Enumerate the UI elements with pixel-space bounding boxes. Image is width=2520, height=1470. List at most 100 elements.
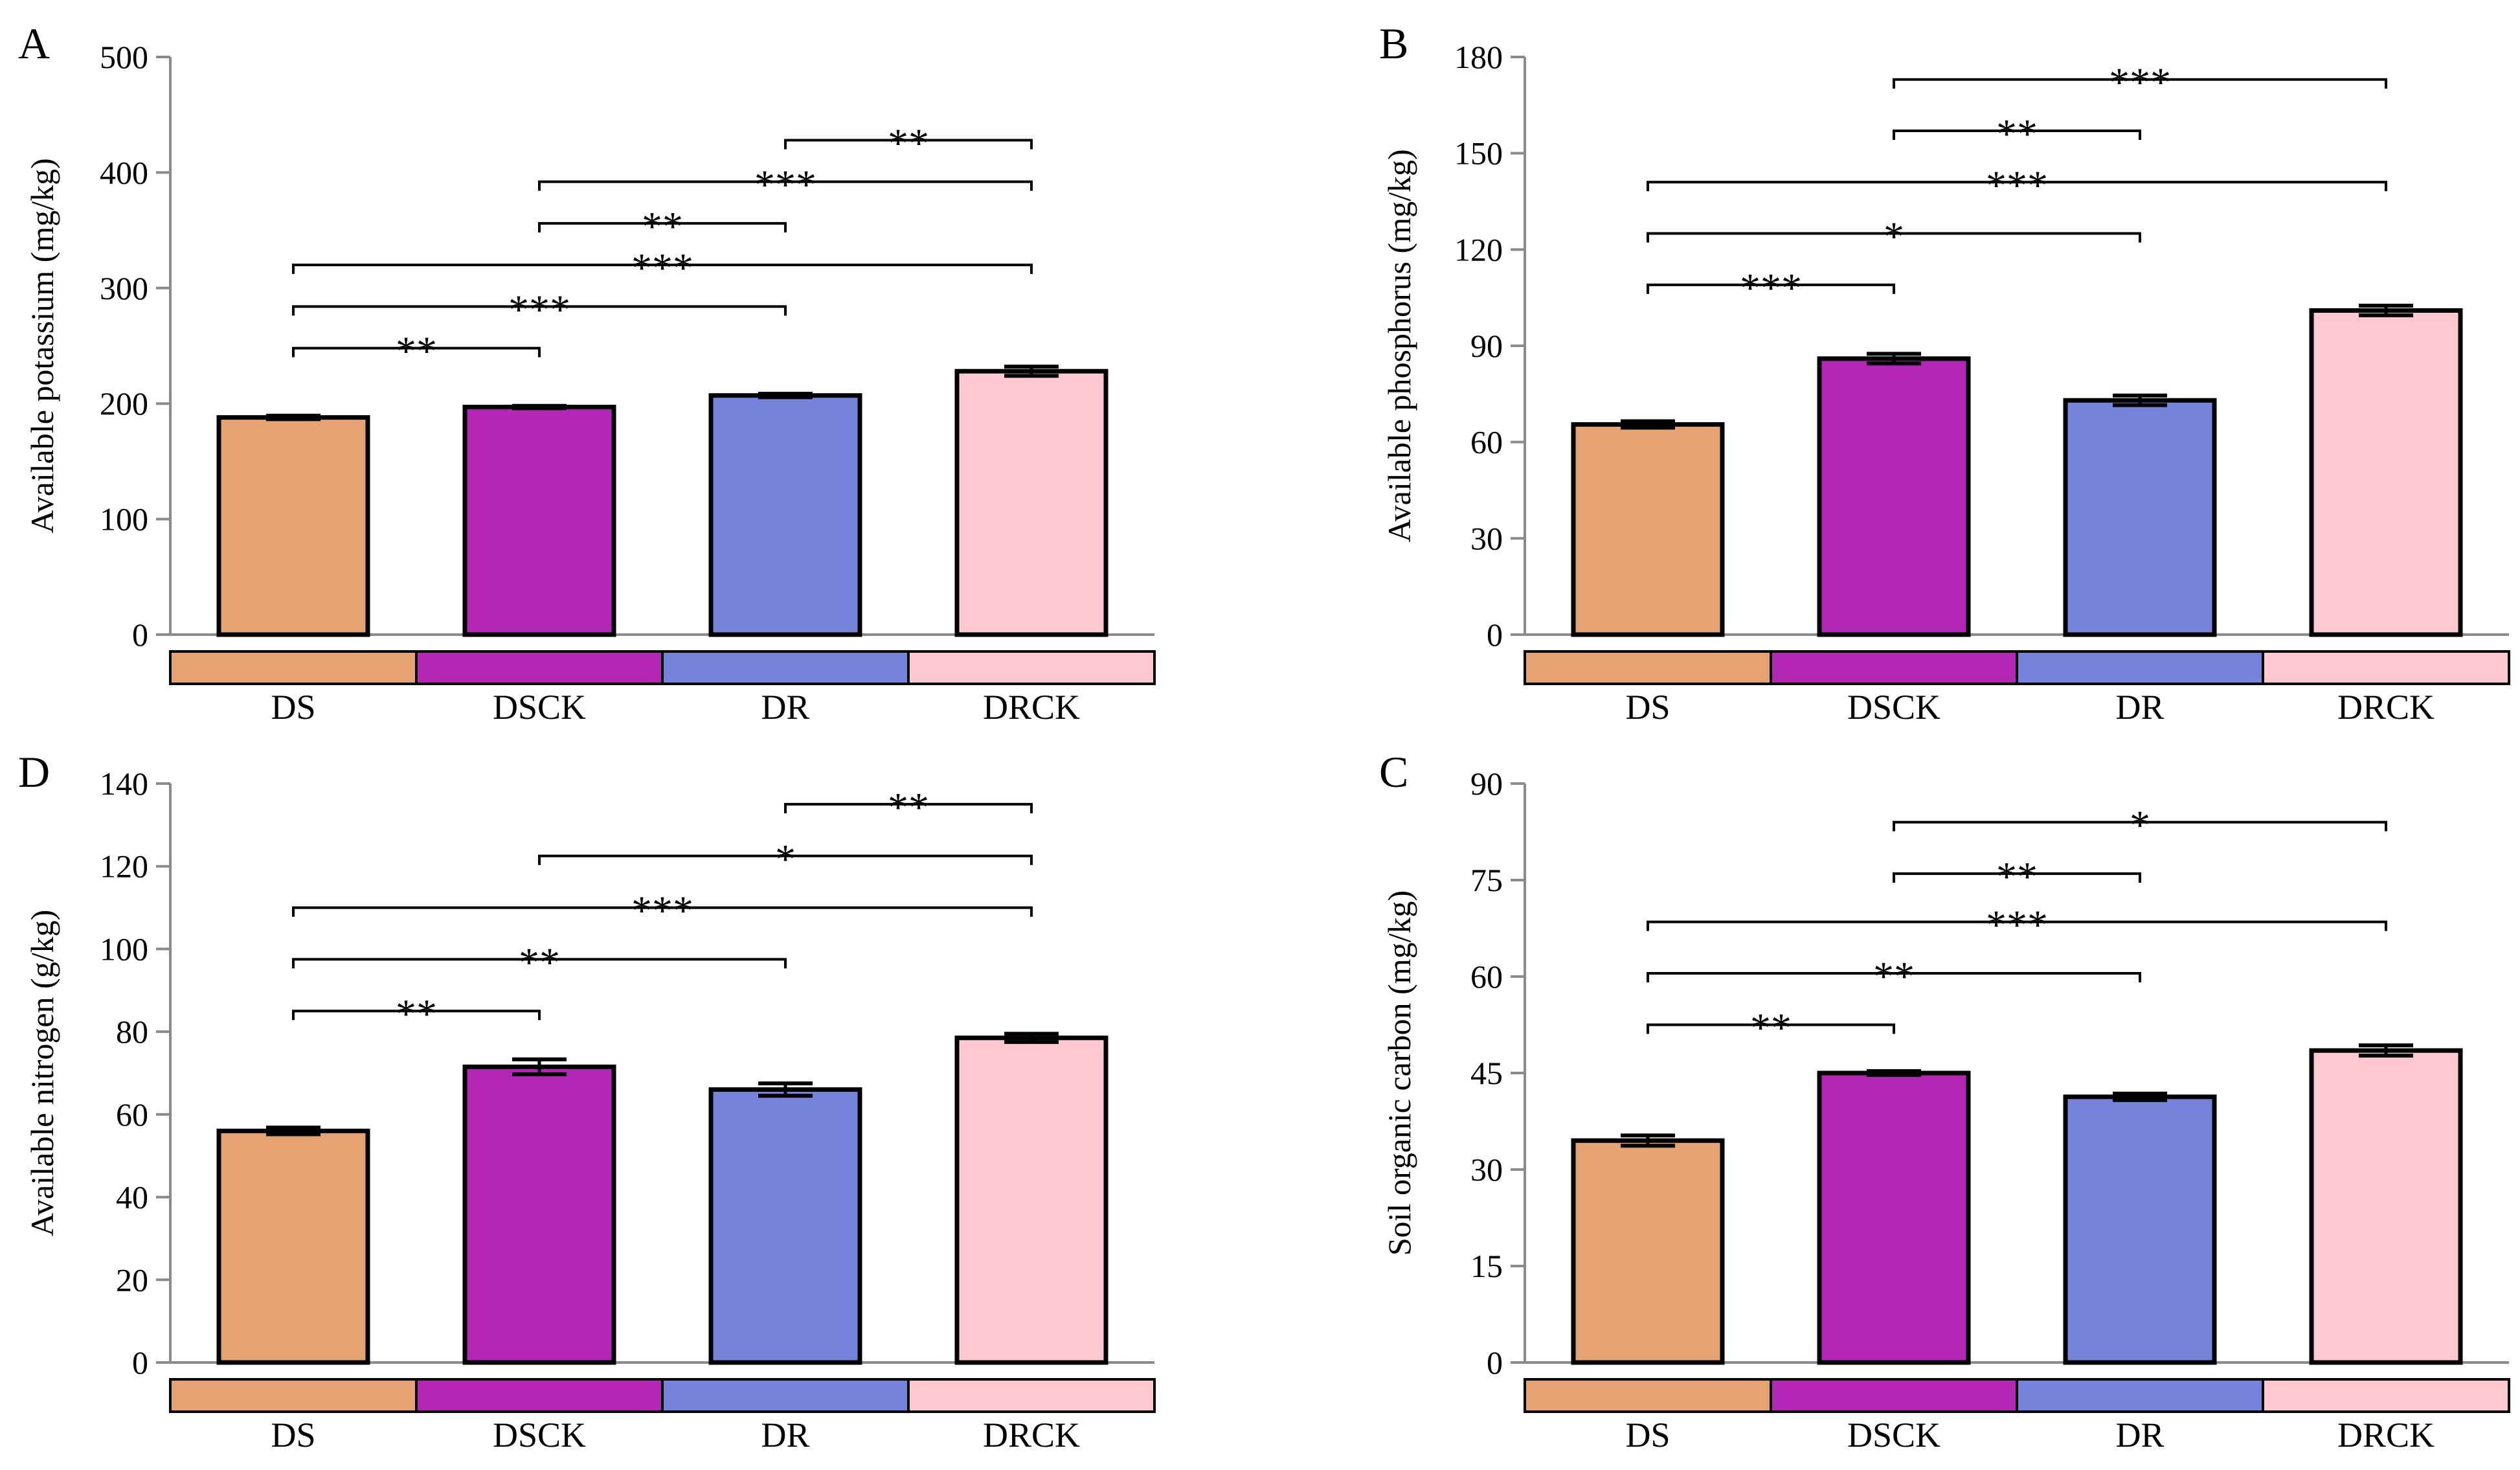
significance-label: ** bbox=[1873, 953, 1915, 999]
significance-bracket bbox=[292, 346, 541, 357]
y-tick-label: 140 bbox=[100, 765, 148, 802]
bar-ds bbox=[216, 415, 370, 637]
significance-bracket bbox=[1647, 972, 2141, 983]
chart-panel-D: D Available nitrogen (g/kg) 0 20 40 60 80 100 12… bbox=[18, 747, 1156, 1454]
x-tick-label: DRCK bbox=[983, 688, 1080, 727]
x-tick-label: DR bbox=[2115, 1416, 2164, 1454]
significance-label: ** bbox=[888, 784, 929, 830]
y-tick-label: 120 bbox=[100, 848, 148, 885]
significance-bracket bbox=[1893, 129, 2141, 140]
y-tick-label: 30 bbox=[1470, 1151, 1503, 1188]
y-tick-label: 100 bbox=[100, 501, 148, 537]
category-strip-drck bbox=[907, 650, 1156, 685]
category-strip-dr bbox=[2016, 650, 2264, 685]
y-tick-label: 90 bbox=[1470, 328, 1503, 364]
significance-bracket bbox=[538, 854, 1033, 865]
y-tick-label: 20 bbox=[116, 1261, 148, 1298]
bar-ds bbox=[1571, 1138, 1725, 1365]
panel-letter: C bbox=[1379, 747, 1408, 797]
y-tick-label: 45 bbox=[1470, 1055, 1503, 1091]
x-tick-label: DSCK bbox=[1847, 688, 1941, 727]
bar-drck bbox=[954, 368, 1108, 637]
significance-bracket bbox=[292, 958, 787, 969]
x-tick-label: DSCK bbox=[493, 688, 586, 727]
bar-dsck bbox=[1817, 356, 1971, 637]
chart-panel-B: B Available phosphorus (mg/kg) 0 30 60 90 120 1… bbox=[1379, 19, 2510, 727]
category-strip-dsck bbox=[415, 650, 664, 685]
category-strip-ds bbox=[169, 650, 418, 685]
category-strip-dsck bbox=[415, 1378, 664, 1413]
significance-bracket bbox=[292, 305, 787, 316]
x-tick-label: DSCK bbox=[1847, 1416, 1941, 1454]
y-axis-label: Available nitrogen (g/kg) bbox=[24, 910, 60, 1236]
bar-dsck bbox=[1817, 1070, 1971, 1365]
y-tick-label: 15 bbox=[1470, 1248, 1503, 1284]
category-strip-drck bbox=[907, 1378, 1156, 1413]
significance-label: *** bbox=[1740, 265, 1802, 311]
y-tick-label: 400 bbox=[100, 154, 148, 190]
y-tick-label: 0 bbox=[1487, 1344, 1503, 1381]
y-tick-label: 0 bbox=[132, 616, 148, 653]
x-tick-label: DS bbox=[271, 688, 315, 727]
significance-bracket bbox=[1647, 920, 2387, 931]
x-tick-label: DR bbox=[2115, 688, 2164, 727]
bar-dr bbox=[708, 1087, 862, 1365]
bar-drck bbox=[2309, 1048, 2463, 1365]
panel-letter: B bbox=[1379, 19, 1408, 68]
bar-drck bbox=[954, 1035, 1108, 1365]
significance-bracket bbox=[292, 906, 1033, 917]
category-strip-ds bbox=[1524, 650, 1772, 685]
significance-bracket bbox=[1647, 283, 1895, 294]
y-axis-label: Available potassium (mg/kg) bbox=[24, 158, 60, 534]
significance-bracket bbox=[292, 1010, 541, 1021]
category-strip-dsck bbox=[1770, 650, 2018, 685]
category-strip-drck bbox=[2262, 1378, 2510, 1413]
significance-bracket bbox=[538, 221, 787, 232]
x-tick-label: DS bbox=[1625, 688, 1670, 727]
significance-bracket bbox=[1647, 232, 2141, 243]
significance-label: ** bbox=[1996, 854, 2038, 899]
y-tick-label: 60 bbox=[1470, 958, 1503, 995]
y-tick-label: 75 bbox=[1470, 862, 1503, 898]
y-tick-label: 100 bbox=[100, 931, 148, 967]
x-tick-label: DSCK bbox=[493, 1416, 586, 1454]
significance-label: * bbox=[2130, 802, 2150, 848]
y-tick-label: 150 bbox=[1454, 135, 1503, 172]
y-tick-label: 40 bbox=[116, 1179, 148, 1216]
category-strip-drck bbox=[2262, 650, 2510, 685]
significance-label: *** bbox=[631, 245, 693, 291]
category-strip-dr bbox=[661, 1378, 910, 1413]
bar-dr bbox=[708, 393, 862, 637]
bar-ds bbox=[1571, 422, 1725, 637]
category-strip-ds bbox=[1524, 1378, 1772, 1413]
category-strip-dr bbox=[661, 650, 910, 685]
significance-label: ** bbox=[396, 991, 437, 1037]
y-tick-label: 200 bbox=[100, 385, 148, 422]
category-strip-ds bbox=[169, 1378, 418, 1413]
y-tick-label: 180 bbox=[1454, 39, 1503, 75]
panel-letter: A bbox=[18, 19, 50, 68]
y-tick-label: 300 bbox=[100, 270, 148, 306]
bar-ds bbox=[216, 1128, 370, 1365]
y-tick-label: 120 bbox=[1454, 231, 1503, 267]
significance-bracket bbox=[784, 139, 1033, 150]
bar-dr bbox=[2063, 398, 2217, 637]
significance-bracket bbox=[292, 264, 1033, 275]
y-axis-label: Available phosphorus (mg/kg) bbox=[1381, 149, 1417, 542]
y-tick-label: 0 bbox=[1487, 616, 1503, 653]
significance-label: *** bbox=[631, 888, 693, 934]
y-tick-label: 60 bbox=[1470, 424, 1503, 460]
significance-bracket bbox=[1647, 1023, 1895, 1034]
significance-label: *** bbox=[2109, 60, 2171, 106]
significance-bracket bbox=[1893, 820, 2387, 831]
x-tick-label: DRCK bbox=[2337, 1416, 2435, 1454]
significance-label: ** bbox=[519, 939, 560, 985]
significance-label: *** bbox=[508, 286, 570, 332]
significance-label: * bbox=[1884, 214, 1904, 260]
significance-label: *** bbox=[1986, 902, 2048, 948]
significance-bracket bbox=[1647, 181, 2387, 192]
y-tick-label: 90 bbox=[1470, 765, 1503, 802]
x-tick-label: DR bbox=[761, 1416, 809, 1454]
significance-label: *** bbox=[754, 162, 816, 208]
